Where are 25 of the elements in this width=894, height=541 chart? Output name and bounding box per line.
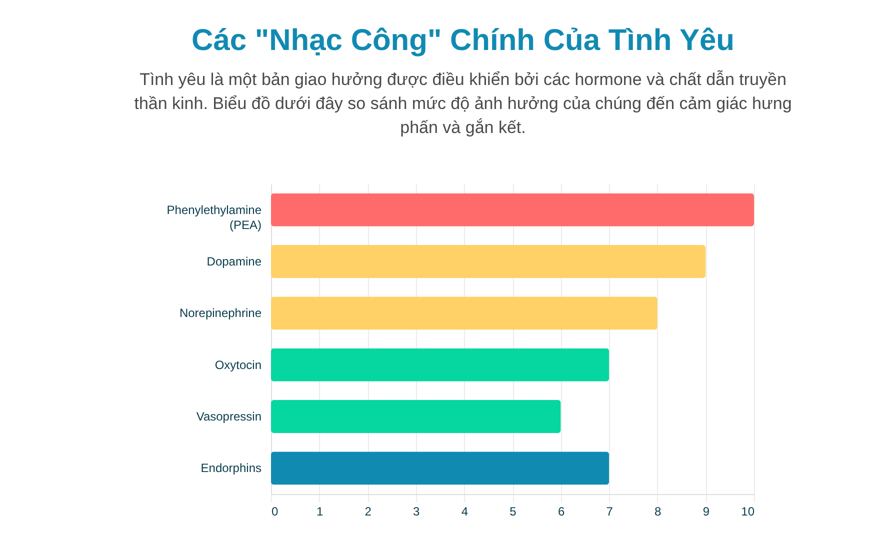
bar	[271, 348, 610, 382]
y-tick-label: Phenylethylamine (PEA)	[166, 202, 262, 232]
x-tick-label: 4	[461, 504, 468, 518]
x-tick-label: 0	[272, 504, 278, 518]
bar	[271, 452, 610, 485]
x-tick-label: 5	[510, 504, 517, 518]
x-tick-label: 3	[413, 504, 420, 518]
y-tick-label: Endorphins	[200, 461, 262, 476]
bar	[271, 400, 561, 434]
x-tick-label: 9	[702, 504, 710, 518]
y-tick-label: Norepinephrine	[179, 306, 262, 320]
x-tick-label: 10	[741, 504, 755, 518]
y-tick-label: Oxytocin	[214, 358, 262, 372]
chart-title: Các "Nhạc Công" Chính Của Tình Yêu	[190, 23, 736, 59]
x-tick-label: 1	[316, 504, 324, 518]
x-tick-label: 7	[606, 504, 614, 518]
bar	[271, 193, 754, 226]
bar	[271, 296, 658, 330]
y-tick-label: Dopamine	[206, 254, 262, 268]
y-tick-label: Vasopressin	[196, 410, 262, 424]
bar	[271, 244, 706, 278]
x-tick-label: 8	[654, 504, 662, 518]
x-tick-label: 2	[364, 504, 372, 518]
x-tick-label: 6	[558, 504, 565, 518]
chart-subtitle: Tình yêu là một bản giao hưởng được điều khiển bởi các hormone và chất dẫn truyền thần kinh. Biểu đồ dưới đây so sánh mức độ ảnh hưởng của chúng đến cảm giác hưng phấn và gắn kết.	[133, 69, 793, 139]
